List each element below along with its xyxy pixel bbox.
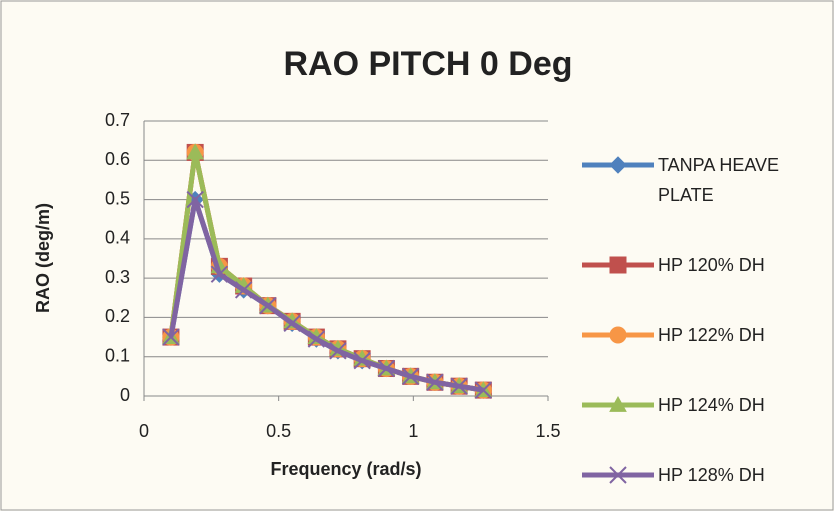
series-line xyxy=(171,200,483,391)
legend-swatch xyxy=(578,153,658,177)
y-axis-label: RAO (deg/m) xyxy=(33,203,53,313)
legend-label: HP 120% DH xyxy=(658,250,818,280)
legend-marker xyxy=(610,157,626,173)
legend-marker xyxy=(610,257,626,273)
legend-swatch xyxy=(578,323,658,347)
legend-label: HP 124% DH xyxy=(658,390,818,420)
legend-label: HP 122% DH xyxy=(658,320,818,350)
series-line xyxy=(171,200,483,391)
x-tick-label: 1 xyxy=(408,421,418,441)
x-tick-label: 0.5 xyxy=(266,421,291,441)
legend-item: HP 120% DH xyxy=(578,250,828,280)
x-tick-label: 1.5 xyxy=(535,421,560,441)
page: RAO PITCH 0 Deg Frequency (rad/s) RAO (d… xyxy=(0,0,834,511)
legend-label: HP 128% DH xyxy=(658,460,818,490)
legend-swatch xyxy=(578,463,658,487)
y-tick-label: 0.3 xyxy=(105,267,130,287)
y-tick-label: 0.4 xyxy=(105,228,130,248)
legend-marker xyxy=(610,327,626,343)
legend-swatch xyxy=(578,393,658,417)
y-tick-label: 0 xyxy=(120,385,130,405)
x-tick-label: 0 xyxy=(139,421,149,441)
y-tick-label: 0.6 xyxy=(105,149,130,169)
legend-item: HP 124% DH xyxy=(578,390,828,420)
legend: TANPA HEAVE PLATE HP 120% DH HP 122% DH HP … xyxy=(578,150,828,490)
y-tick-label: 0.2 xyxy=(105,306,130,326)
y-tick-label: 0.1 xyxy=(105,345,130,365)
legend-item: HP 128% DH xyxy=(578,460,828,490)
legend-item: TANPA HEAVE PLATE xyxy=(578,150,828,210)
legend-item: HP 122% DH xyxy=(578,320,828,350)
legend-label: TANPA HEAVE PLATE xyxy=(658,150,818,210)
x-axis-label: Frequency (rad/s) xyxy=(270,459,421,479)
chart-title: RAO PITCH 0 Deg xyxy=(283,45,572,83)
legend-swatch xyxy=(578,253,658,277)
y-tick-label: 0.7 xyxy=(105,110,130,130)
y-tick-label: 0.5 xyxy=(105,188,130,208)
